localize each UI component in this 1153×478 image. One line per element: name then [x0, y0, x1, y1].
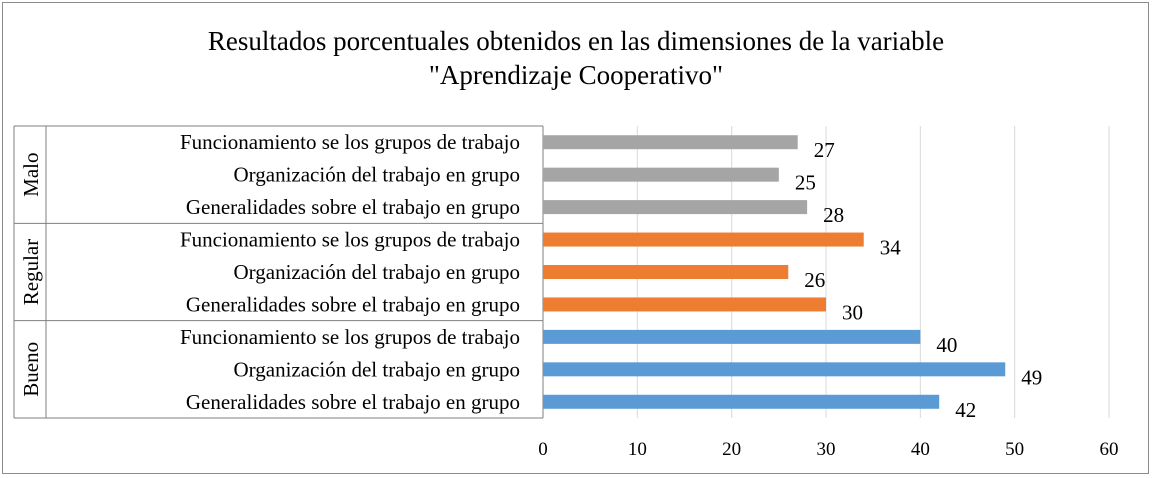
category-label: Funcionamiento se los grupos de trabajo: [180, 325, 520, 349]
x-tick-label: 40: [911, 439, 930, 460]
data-label: 25: [795, 171, 816, 195]
bar: [543, 297, 826, 312]
category-label: Organización del trabajo en grupo: [233, 260, 520, 284]
data-label: 49: [1021, 365, 1042, 389]
plot-area: 0 10 20 30 40 50 60 Bueno Generalidades sobre el…: [13, 125, 1119, 460]
x-tick-label: 60: [1100, 439, 1119, 460]
x-tick-label: 0: [538, 439, 548, 460]
x-tick-label: 30: [817, 439, 836, 460]
bar: [543, 200, 808, 215]
data-label: 26: [804, 268, 825, 292]
group-label: Bueno: [19, 342, 43, 397]
data-label: 28: [823, 203, 844, 227]
data-label: 40: [936, 333, 957, 357]
bar: [543, 362, 1006, 377]
category-label: Funcionamiento se los grupos de trabajo: [180, 228, 520, 252]
group-label: Malo: [19, 153, 43, 197]
category-label: Funcionamiento se los grupos de trabajo: [180, 130, 520, 154]
chart-title: Resultados porcentuales obtenidos en las…: [208, 26, 944, 56]
bar: [543, 232, 864, 247]
category-label: Generalidades sobre el trabajo en grupo: [186, 390, 520, 414]
chart-subtitle: "Aprendizaje Cooperativo": [429, 60, 723, 90]
x-tick-label: 20: [722, 439, 741, 460]
category-label: Generalidades sobre el trabajo en grupo: [186, 195, 520, 219]
data-label: 42: [955, 398, 976, 422]
data-label: 27: [814, 138, 835, 162]
data-label: 34: [880, 236, 902, 260]
bar: [543, 265, 789, 279]
group-label: Regular: [19, 239, 43, 305]
category-label: Organización del trabajo en grupo: [233, 357, 520, 381]
category-label: Organización del trabajo en grupo: [233, 163, 520, 187]
x-tick-label: 50: [1005, 439, 1024, 460]
bar: [543, 394, 940, 409]
data-label: 30: [842, 300, 863, 324]
category-label: Generalidades sobre el trabajo en grupo: [186, 292, 520, 316]
bar: [543, 135, 798, 150]
bar: [543, 167, 779, 182]
bar: [543, 329, 921, 344]
x-tick-label: 10: [628, 439, 647, 460]
